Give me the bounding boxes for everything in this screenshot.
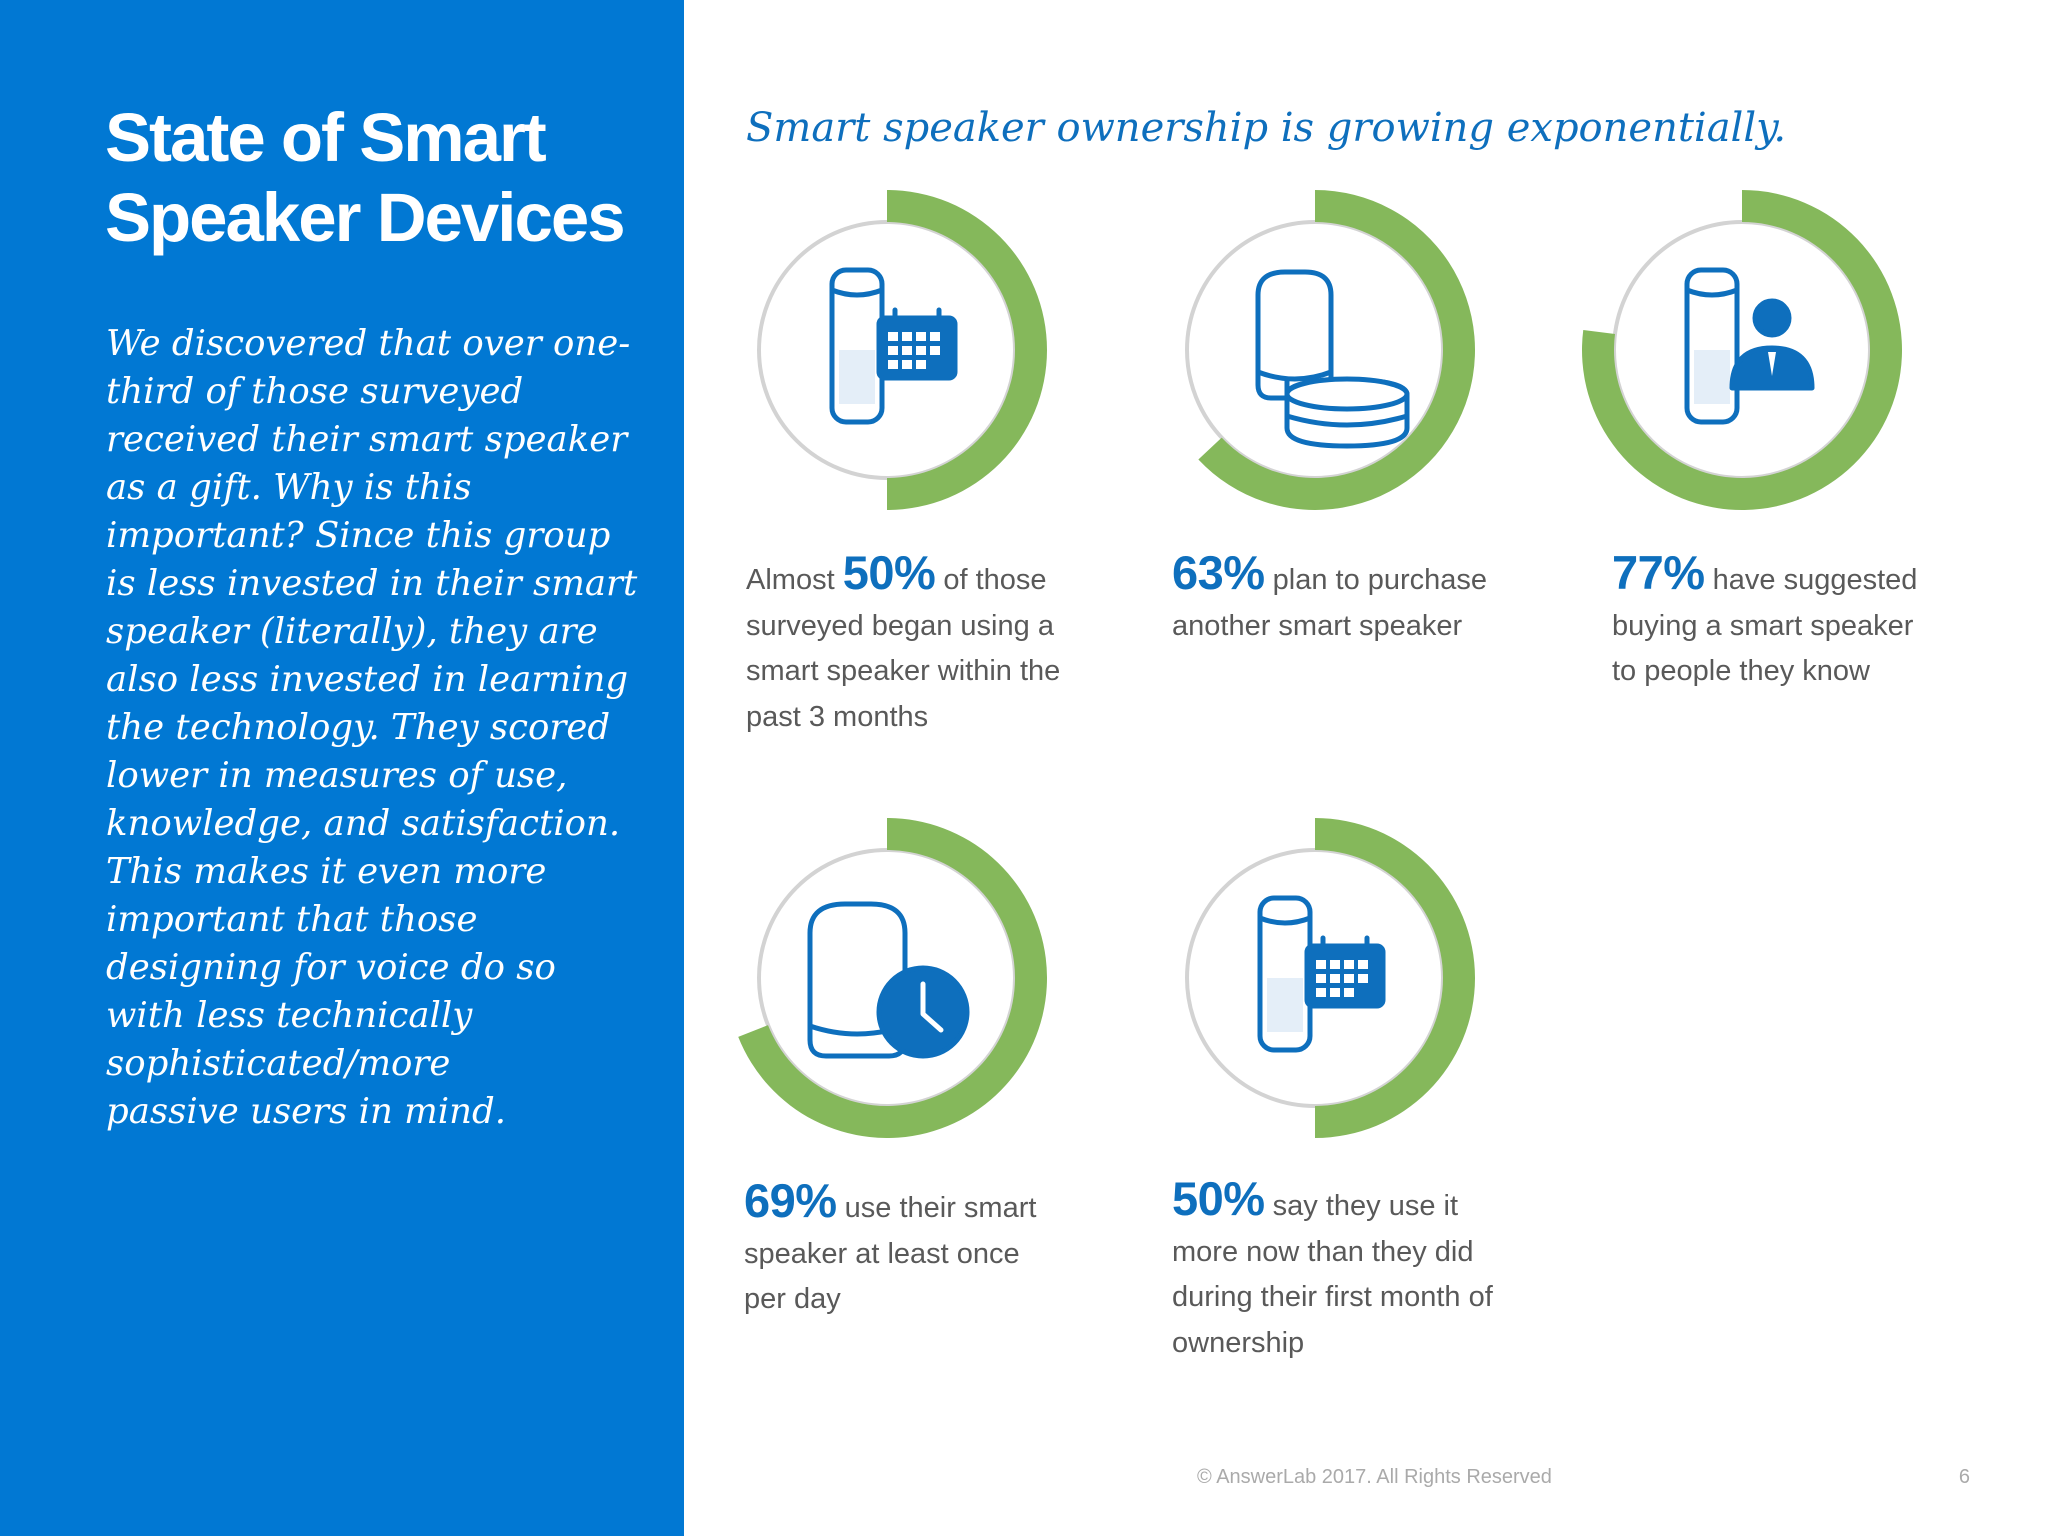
progress-arc bbox=[887, 190, 1047, 510]
stat-line: during their first month of bbox=[1172, 1281, 1493, 1313]
stat-line: to people they know bbox=[1612, 655, 1870, 687]
stat-ring-3 bbox=[1582, 190, 1902, 510]
stat-first-line: 63% plan to purchase bbox=[1172, 549, 1532, 604]
stat-text-3: 77% have suggested buying a smart speake… bbox=[1612, 549, 1972, 695]
title-line: Speaker Devices bbox=[105, 179, 626, 256]
intro-line: lower in measures of use, bbox=[106, 755, 568, 796]
stat-value: 69% bbox=[744, 1174, 837, 1227]
stat-suffix: have suggested bbox=[1704, 564, 1918, 596]
intro-paragraph: We discovered that over one- third of th… bbox=[106, 320, 646, 1136]
stat-line: past 3 months bbox=[746, 700, 929, 733]
intro-line: with less technically bbox=[106, 995, 473, 1036]
intro-line: important that those bbox=[106, 899, 478, 940]
stat-text-1: Almost 50% of those surveyed began using… bbox=[746, 549, 1106, 740]
stat-line: more now than they did bbox=[1172, 1235, 1474, 1268]
stat-value: 77% bbox=[1612, 546, 1705, 599]
progress-arc bbox=[1315, 818, 1475, 1138]
ring-track bbox=[1612, 220, 1872, 480]
stat-first-line: 69% use their smart bbox=[744, 1177, 1104, 1232]
intro-line: This makes it even more bbox=[106, 851, 547, 892]
intro-line: speaker (literally), they are bbox=[106, 611, 598, 652]
stat-text-2: 63% plan to purchase another smart speak… bbox=[1172, 549, 1532, 649]
stat-line: ownership bbox=[1172, 1326, 1305, 1359]
stat-line: surveyed began using a bbox=[746, 609, 1054, 642]
copyright-footer: © AnswerLab 2017. All Rights Reserved bbox=[1197, 1466, 1552, 1488]
sidebar-panel: State of Smart Speaker Devices We discov… bbox=[0, 0, 684, 1536]
stat-ring-2 bbox=[1185, 190, 1475, 510]
stat-ring-5 bbox=[1185, 818, 1475, 1138]
stat-suffix: say they use it bbox=[1264, 1190, 1459, 1222]
intro-line: knowledge, and satisfaction. bbox=[106, 803, 621, 844]
stat-ring-4 bbox=[738, 818, 1047, 1138]
title-line: State of Smart bbox=[105, 99, 547, 176]
stat-value: 63% bbox=[1172, 546, 1265, 599]
intro-line: designing for voice do so bbox=[106, 947, 556, 988]
stat-line: per day bbox=[744, 1283, 841, 1315]
stat-first-line: Almost 50% of those bbox=[746, 549, 1106, 604]
stat-line: another smart speaker bbox=[1172, 609, 1463, 642]
intro-line: sophisticated/more bbox=[106, 1043, 451, 1084]
progress-arc bbox=[1198, 190, 1475, 510]
intro-line: passive users in mind. bbox=[106, 1091, 506, 1132]
intro-line: also less invested in learning bbox=[106, 659, 629, 700]
cylinder-speaker-calendar-icon bbox=[1257, 895, 1386, 1053]
intro-line: third of those surveyed bbox=[106, 371, 524, 412]
stat-value: 50% bbox=[1172, 1172, 1265, 1225]
stat-suffix: plan to purchase bbox=[1264, 564, 1488, 596]
intro-line: received their smart speaker bbox=[106, 419, 628, 460]
intro-line: important? Since this group bbox=[106, 515, 611, 556]
stat-prefix: Almost bbox=[746, 564, 843, 596]
intro-line: as a gift. Why is this bbox=[106, 467, 472, 508]
intro-line: the technology. They scored bbox=[106, 707, 611, 748]
stat-suffix: use their smart bbox=[836, 1192, 1037, 1224]
stat-text-4: 69% use their smart speaker at least onc… bbox=[744, 1177, 1104, 1323]
cylinder-speaker-calendar-icon bbox=[829, 267, 958, 425]
page-number: 6 bbox=[1958, 1466, 1970, 1488]
stat-first-line: 50% say they use it bbox=[1172, 1175, 1532, 1230]
speaker-clock-icon bbox=[807, 901, 970, 1059]
stat-line: buying a smart speaker bbox=[1612, 609, 1914, 642]
stat-value: 50% bbox=[842, 546, 936, 599]
intro-line: is less invested in their smart bbox=[106, 563, 638, 604]
stat-text-5: 50% say they use it more now than they d… bbox=[1172, 1175, 1532, 1366]
cylinder-speaker-person-icon bbox=[1684, 267, 1815, 425]
stat-first-line: 77% have suggested bbox=[1612, 549, 1972, 604]
stat-line: smart speaker within the bbox=[746, 655, 1061, 687]
intro-line: We discovered that over one- bbox=[106, 323, 631, 364]
stat-suffix: of those bbox=[935, 564, 1047, 596]
stat-ring-1 bbox=[757, 190, 1047, 510]
stat-line: speaker at least once bbox=[744, 1237, 1020, 1270]
speaker-and-puck-icon bbox=[1255, 269, 1410, 449]
page-title: State of Smart Speaker Devices bbox=[105, 98, 665, 258]
headline: Smart speaker ownership is growing expon… bbox=[746, 105, 1787, 151]
